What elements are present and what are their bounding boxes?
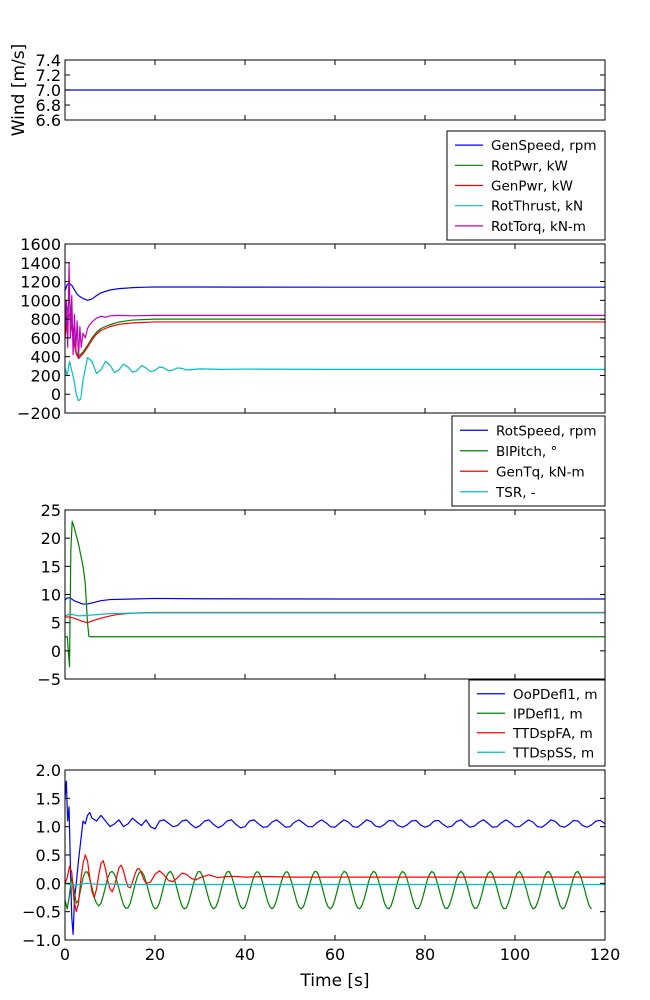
legend-box — [446, 130, 606, 241]
subplot-4: −1.0 −0.5 0.0 0.5 1.0 1.5 2.0 0 20 40 60 80 100 120 Ti… — [22, 679, 621, 991]
series-line-blpitch — [65, 520, 605, 668]
legend-entry: BlPitch, ° — [496, 444, 557, 460]
y-tick-label: 400 — [30, 348, 61, 367]
y-tick-label: 0 — [51, 385, 61, 404]
legend-entry: IPDefl1, m — [513, 706, 583, 722]
y-tick-label: 800 — [30, 310, 61, 329]
legend-entry: TTDspFA, m — [512, 726, 593, 742]
legend: GenSpeed, rpm RotPwr, kW GenPwr, kW RotThru… — [446, 130, 606, 241]
series-group — [65, 520, 605, 668]
series-line-gentq — [65, 611, 605, 624]
legend-entry: GenTq, kN-m — [496, 464, 585, 480]
y-tick-label: 7.4 — [36, 51, 61, 70]
legend-entry: RotTorq, kN-m — [491, 219, 586, 235]
legend-entry: OoPDefl1, m — [513, 687, 598, 703]
series-line-ttdspss — [65, 882, 605, 886]
y-tick-label: 7.0 — [36, 81, 61, 100]
x-tick-label: 40 — [235, 945, 255, 964]
series-line-genspeed — [65, 282, 605, 301]
y-tick-label: 1200 — [20, 273, 61, 292]
legend-entry: RotSpeed, rpm — [496, 423, 597, 439]
legend-entry: RotThrust, kN — [491, 199, 583, 215]
x-tick-label: 100 — [500, 945, 531, 964]
legend-entry: TTDspSS, m — [512, 745, 594, 761]
y-tick-label: 6.6 — [36, 111, 61, 130]
y-tick-label: 25 — [41, 501, 61, 520]
axes-frame — [64, 509, 606, 680]
legend: RotSpeed, rpm BlPitch, ° GenTq, kN-m TSR, - — [451, 415, 606, 507]
series-line-ttdspfa — [65, 854, 605, 913]
y-tick-label: 600 — [30, 329, 61, 348]
y-tick-label: 1000 — [20, 291, 61, 310]
y-tick-label: −1.0 — [22, 931, 61, 950]
axes-frame — [64, 243, 606, 414]
y-tick-label: 10 — [41, 586, 61, 605]
x-tick-label: 60 — [325, 945, 345, 964]
series-group — [65, 780, 605, 935]
y-tick-label: 20 — [41, 529, 61, 548]
legend-entry: GenSpeed, rpm — [491, 138, 597, 154]
legend-box — [451, 415, 606, 507]
y-tick-label: −5 — [37, 670, 61, 689]
series-line-ipdefl1 — [65, 870, 592, 910]
series-line-tsr — [65, 612, 605, 617]
y-tick-label: −0.5 — [22, 903, 61, 922]
x-tick-label: 20 — [145, 945, 165, 964]
subplot-1: 6.66.87.07.27.4 Wind [m/s] — [9, 44, 606, 137]
y-tick-label: 0 — [51, 642, 61, 661]
series-line-rottorq — [65, 262, 605, 360]
legend-entry: TSR, - — [495, 485, 536, 501]
x-axis-label: Time [s] — [299, 971, 369, 991]
series-line-oopdefl1 — [65, 780, 605, 935]
x-tick-label: 80 — [415, 945, 435, 964]
y-tick-label: 5 — [51, 614, 61, 633]
y-tick-label: 1600 — [20, 235, 61, 254]
y-tick-label: 15 — [41, 557, 61, 576]
legend-entry: GenPwr, kW — [491, 179, 573, 195]
y-tick-label: 6.8 — [36, 96, 61, 115]
subplot-3: −5 0 5 10 15 20 25 RotSpeed, rpm BlPitch, ° GenTq… — [37, 415, 606, 689]
y-axis-label: Wind [m/s] — [9, 44, 29, 137]
series-line-genpwr — [65, 313, 605, 360]
x-tick-label: 0 — [60, 945, 70, 964]
series-line-rotpwr — [65, 299, 605, 358]
legend-entry: RotPwr, kW — [491, 158, 568, 174]
x-tick-label: 120 — [590, 945, 621, 964]
y-tick-label: 7.2 — [36, 66, 61, 85]
y-tick-label: 2.0 — [36, 761, 61, 780]
y-tick-label: −200 — [17, 404, 61, 423]
series-line-rotthrust — [65, 357, 605, 402]
y-tick-label: 1.5 — [36, 789, 61, 808]
series-line-rotspeed — [65, 597, 605, 605]
y-tick-label: 0.0 — [36, 874, 61, 893]
y-tick-label: 1400 — [20, 254, 61, 273]
y-tick-label: 1.0 — [36, 818, 61, 837]
y-tick-label: 0.5 — [36, 846, 61, 865]
series-group — [65, 262, 605, 402]
y-tick-label: 200 — [30, 366, 61, 385]
axes-frame — [64, 769, 606, 941]
legend: OoPDefl1, m IPDefl1, m TTDspFA, m TTDspSS, … — [468, 679, 606, 767]
